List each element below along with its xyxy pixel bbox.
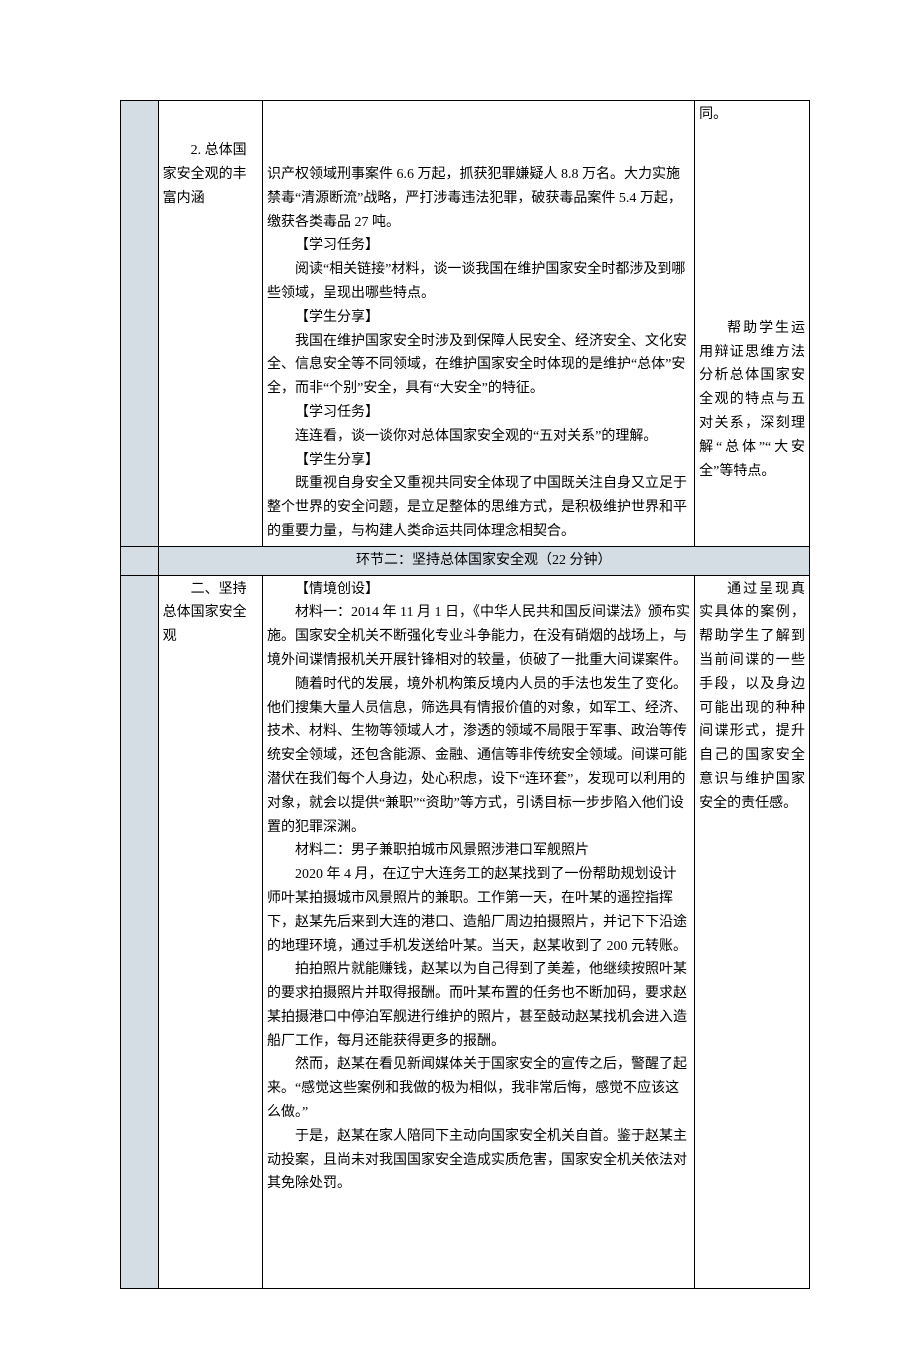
table-row: 二、坚持总体国家安全观 【情境创设】 材料一：2014 年 11 月 1 日，《… bbox=[121, 575, 810, 1289]
lesson-plan-table: 2. 总体国家安全观的丰富内涵 识产权领域刑事案件 6.6 万起，抓获犯罪嫌疑人… bbox=[120, 100, 810, 1289]
subtopic-title: 2. 总体国家安全观的丰富内涵 bbox=[163, 139, 258, 210]
intent-cell: 同。 帮助学生运用辩证思维方法分析总体国家安全观的特点与五对关系，深刻理解“总体… bbox=[695, 101, 810, 547]
paragraph: 随着时代的发展，境外机构策反境内人员的手法也发生了变化。他们搜集大量人员信息，筛… bbox=[267, 673, 690, 840]
paragraph: 连连看，谈一谈你对总体国家安全观的“五对关系”的理解。 bbox=[267, 425, 690, 449]
spacer-cell bbox=[121, 546, 159, 575]
topic-cell: 二、坚持总体国家安全观 bbox=[158, 575, 262, 1289]
paragraph: 材料二：男子兼职拍城市风景照涉港口军舰照片 bbox=[267, 839, 690, 863]
spacer-cell bbox=[121, 101, 159, 547]
paragraph: 我国在维护国家安全时涉及到保障人民安全、经济安全、文化安全、信息安全等不同领域，… bbox=[267, 330, 690, 401]
topic-cell: 2. 总体国家安全观的丰富内涵 bbox=[158, 101, 262, 547]
heading: 【学生分享】 bbox=[267, 449, 690, 473]
paragraph: 识产权领域刑事案件 6.6 万起，抓获犯罪嫌疑人 8.8 万名。大力实施禁毒“清… bbox=[267, 163, 690, 234]
paragraph: 同。 bbox=[699, 103, 805, 127]
intent-cell: 通过呈现真实具体的案例，帮助学生了解到当前间谍的一些手段，以及身边可能出现的种种… bbox=[695, 575, 810, 1289]
table-row: 2. 总体国家安全观的丰富内涵 识产权领域刑事案件 6.6 万起，抓获犯罪嫌疑人… bbox=[121, 101, 810, 547]
heading: 【学生分享】 bbox=[267, 306, 690, 330]
paragraph: 帮助学生运用辩证思维方法分析总体国家安全观的特点与五对关系，深刻理解“总体”“大… bbox=[699, 317, 805, 484]
spacer-cell bbox=[121, 575, 159, 1289]
paragraph: 通过呈现真实具体的案例，帮助学生了解到当前间谍的一些手段，以及身边可能出现的种种… bbox=[699, 578, 805, 816]
paragraph: 材料一：2014 年 11 月 1 日，《中华人民共和国反间谍法》颁布实施。国家… bbox=[267, 601, 690, 672]
paragraph: 然而，赵某在看见新闻媒体关于国家安全的宣传之后，警醒了起来。“感觉这些案例和我做… bbox=[267, 1053, 690, 1124]
content-cell: 【情境创设】 材料一：2014 年 11 月 1 日，《中华人民共和国反间谍法》… bbox=[262, 575, 694, 1289]
paragraph: 阅读“相关链接”材料，谈一谈我国在维护国家安全时都涉及到哪些领域，呈现出哪些特点… bbox=[267, 258, 690, 306]
paragraph: 于是，赵某在家人陪同下主动向国家安全机关自首。鉴于赵某主动投案，且尚未对我国国家… bbox=[267, 1125, 690, 1196]
paragraph: 2020 年 4 月，在辽宁大连务工的赵某找到了一份帮助规划设计师叶某拍摄城市风… bbox=[267, 863, 690, 958]
content-cell: 识产权领域刑事案件 6.6 万起，抓获犯罪嫌疑人 8.8 万名。大力实施禁毒“清… bbox=[262, 101, 694, 547]
section-header-row: 环节二：坚持总体国家安全观（22 分钟） bbox=[121, 546, 810, 575]
paragraph: 拍拍照片就能赚钱，赵某以为自己得到了美差，他继续按照叶某的要求拍摄照片并取得报酬… bbox=[267, 958, 690, 1053]
heading: 【学习任务】 bbox=[267, 401, 690, 425]
heading: 【学习任务】 bbox=[267, 234, 690, 258]
section-header: 环节二：坚持总体国家安全观（22 分钟） bbox=[158, 546, 809, 575]
topic-title: 二、坚持总体国家安全观 bbox=[163, 578, 258, 649]
heading: 【情境创设】 bbox=[267, 578, 690, 602]
paragraph: 既重视自身安全又重视共同安全体现了中国既关注自身又立足于整个世界的安全问题，是立… bbox=[267, 472, 690, 543]
